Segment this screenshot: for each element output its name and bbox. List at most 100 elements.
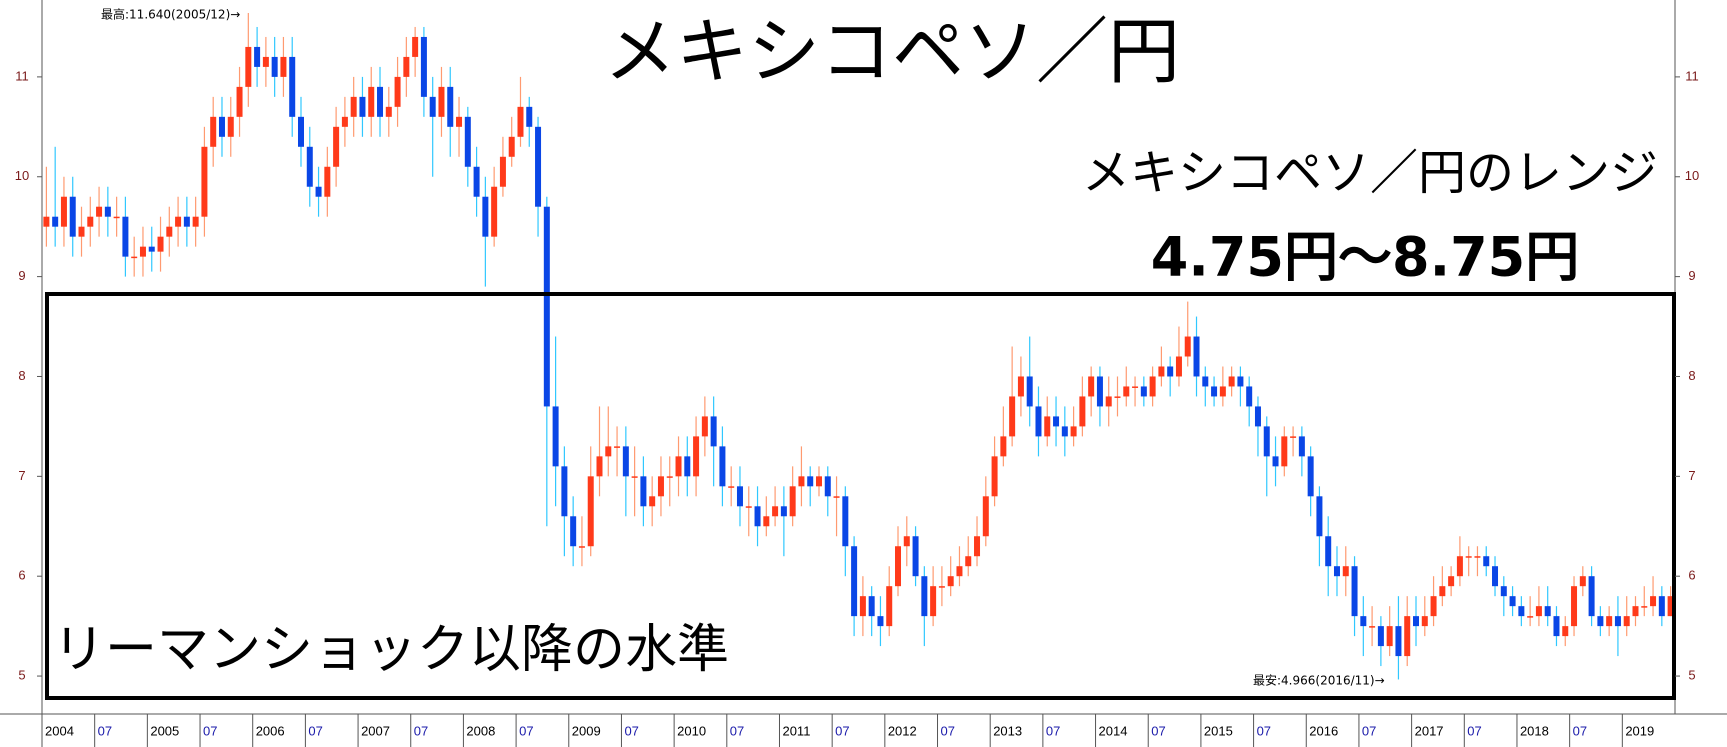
candle-body <box>1500 586 1507 597</box>
candle-body <box>956 566 963 577</box>
chart-title: メキシコペソ／円 <box>604 10 1180 94</box>
candle-body <box>833 496 840 498</box>
x-tick-label: 07 <box>624 723 638 738</box>
candle-body <box>438 86 445 117</box>
x-tick-label: 2015 <box>1204 723 1233 738</box>
candle-body <box>1483 556 1490 567</box>
candle-body <box>886 586 893 627</box>
candle-body <box>1061 426 1068 437</box>
x-tick-label: 2012 <box>888 723 917 738</box>
x-tick-label: 2014 <box>1099 723 1128 738</box>
candle-body <box>1263 426 1270 457</box>
candle-body <box>701 416 708 437</box>
candle-body <box>517 106 524 137</box>
candle-body <box>982 496 989 537</box>
x-tick-label: 2007 <box>361 723 390 738</box>
box-label: リーマンショック以降の水準 <box>53 620 729 680</box>
candle-body <box>1325 536 1332 567</box>
y-tick-label-right: 7 <box>1688 468 1695 483</box>
candle-body <box>271 56 278 77</box>
candle-body <box>236 86 243 117</box>
candle-body <box>578 546 585 548</box>
candle-body <box>974 536 981 557</box>
candle-body <box>1492 566 1499 587</box>
candle-body <box>1588 576 1595 617</box>
candle-body <box>895 546 902 587</box>
candle-body <box>1658 596 1665 617</box>
candle-body <box>192 216 199 227</box>
candle-body <box>842 496 849 547</box>
candle-body <box>930 586 937 617</box>
x-tick-label: 07 <box>941 723 955 738</box>
candle-body <box>464 116 471 167</box>
candle-body <box>473 166 480 197</box>
candle-body <box>1667 596 1674 617</box>
candle-body <box>1000 436 1007 457</box>
candle-body <box>175 216 182 227</box>
x-tick-label: 07 <box>519 723 533 738</box>
y-tick-label: 8 <box>18 368 25 383</box>
candle-body <box>622 446 629 477</box>
candle-body <box>1307 456 1314 497</box>
y-tick-label-right: 8 <box>1688 368 1695 383</box>
candle-body <box>315 186 322 197</box>
candle-body <box>991 456 998 497</box>
candle-body <box>148 246 155 252</box>
candle-body <box>157 236 164 252</box>
candle-body <box>456 116 463 127</box>
candle-body <box>1413 616 1420 627</box>
candle-body <box>1211 386 1218 397</box>
candle-body <box>798 476 805 487</box>
x-tick-label: 2018 <box>1520 723 1549 738</box>
candle-body <box>324 166 331 197</box>
candle-body <box>1184 336 1191 357</box>
candle-body <box>605 446 612 457</box>
range-box <box>45 292 1676 700</box>
x-tick-label: 07 <box>835 723 849 738</box>
subtitle: メキシコペソ／円のレンジ <box>1082 145 1658 201</box>
x-tick-label: 2010 <box>677 723 706 738</box>
candle-body <box>210 116 217 147</box>
x-tick-label: 2005 <box>150 723 179 738</box>
candle-body <box>526 106 533 127</box>
y-tick-label-right: 10 <box>1685 168 1699 183</box>
candle-body <box>1298 436 1305 457</box>
candle-body <box>921 576 928 617</box>
candle-body <box>280 56 287 77</box>
candle-body <box>693 436 700 477</box>
candle-body <box>868 596 875 617</box>
candle-body <box>420 36 427 97</box>
candle-body <box>60 196 67 227</box>
y-tick-label: 7 <box>18 468 25 483</box>
candle-body <box>1571 586 1578 627</box>
candle-body <box>1597 616 1604 627</box>
candle-body <box>491 186 498 237</box>
candle-body <box>1070 426 1077 437</box>
candle-body <box>1509 596 1516 607</box>
y-tick-label: 10 <box>15 168 29 183</box>
candle-body <box>1579 576 1586 587</box>
y-tick-label: 5 <box>18 667 25 682</box>
candle-body <box>763 516 770 527</box>
x-tick-label: 2017 <box>1415 723 1444 738</box>
candle-body <box>1562 626 1569 637</box>
candle-body <box>1360 616 1367 627</box>
candle-body <box>745 506 752 508</box>
y-tick-label-right: 5 <box>1688 667 1695 682</box>
candle-body <box>1614 616 1621 627</box>
candle-body <box>245 46 252 87</box>
candle-body <box>851 546 858 617</box>
candle-body <box>1290 436 1297 438</box>
x-tick-label: 07 <box>1467 723 1481 738</box>
candle-body <box>341 116 348 127</box>
x-tick-label: 2019 <box>1625 723 1654 738</box>
candle-body <box>587 476 594 547</box>
candle-body <box>1641 606 1648 608</box>
y-tick-label: 11 <box>15 68 29 83</box>
x-tick-label: 07 <box>414 723 428 738</box>
candle-body <box>657 476 664 497</box>
candle-body <box>938 586 945 588</box>
candle-body <box>1035 406 1042 437</box>
candle-body <box>1044 416 1051 437</box>
